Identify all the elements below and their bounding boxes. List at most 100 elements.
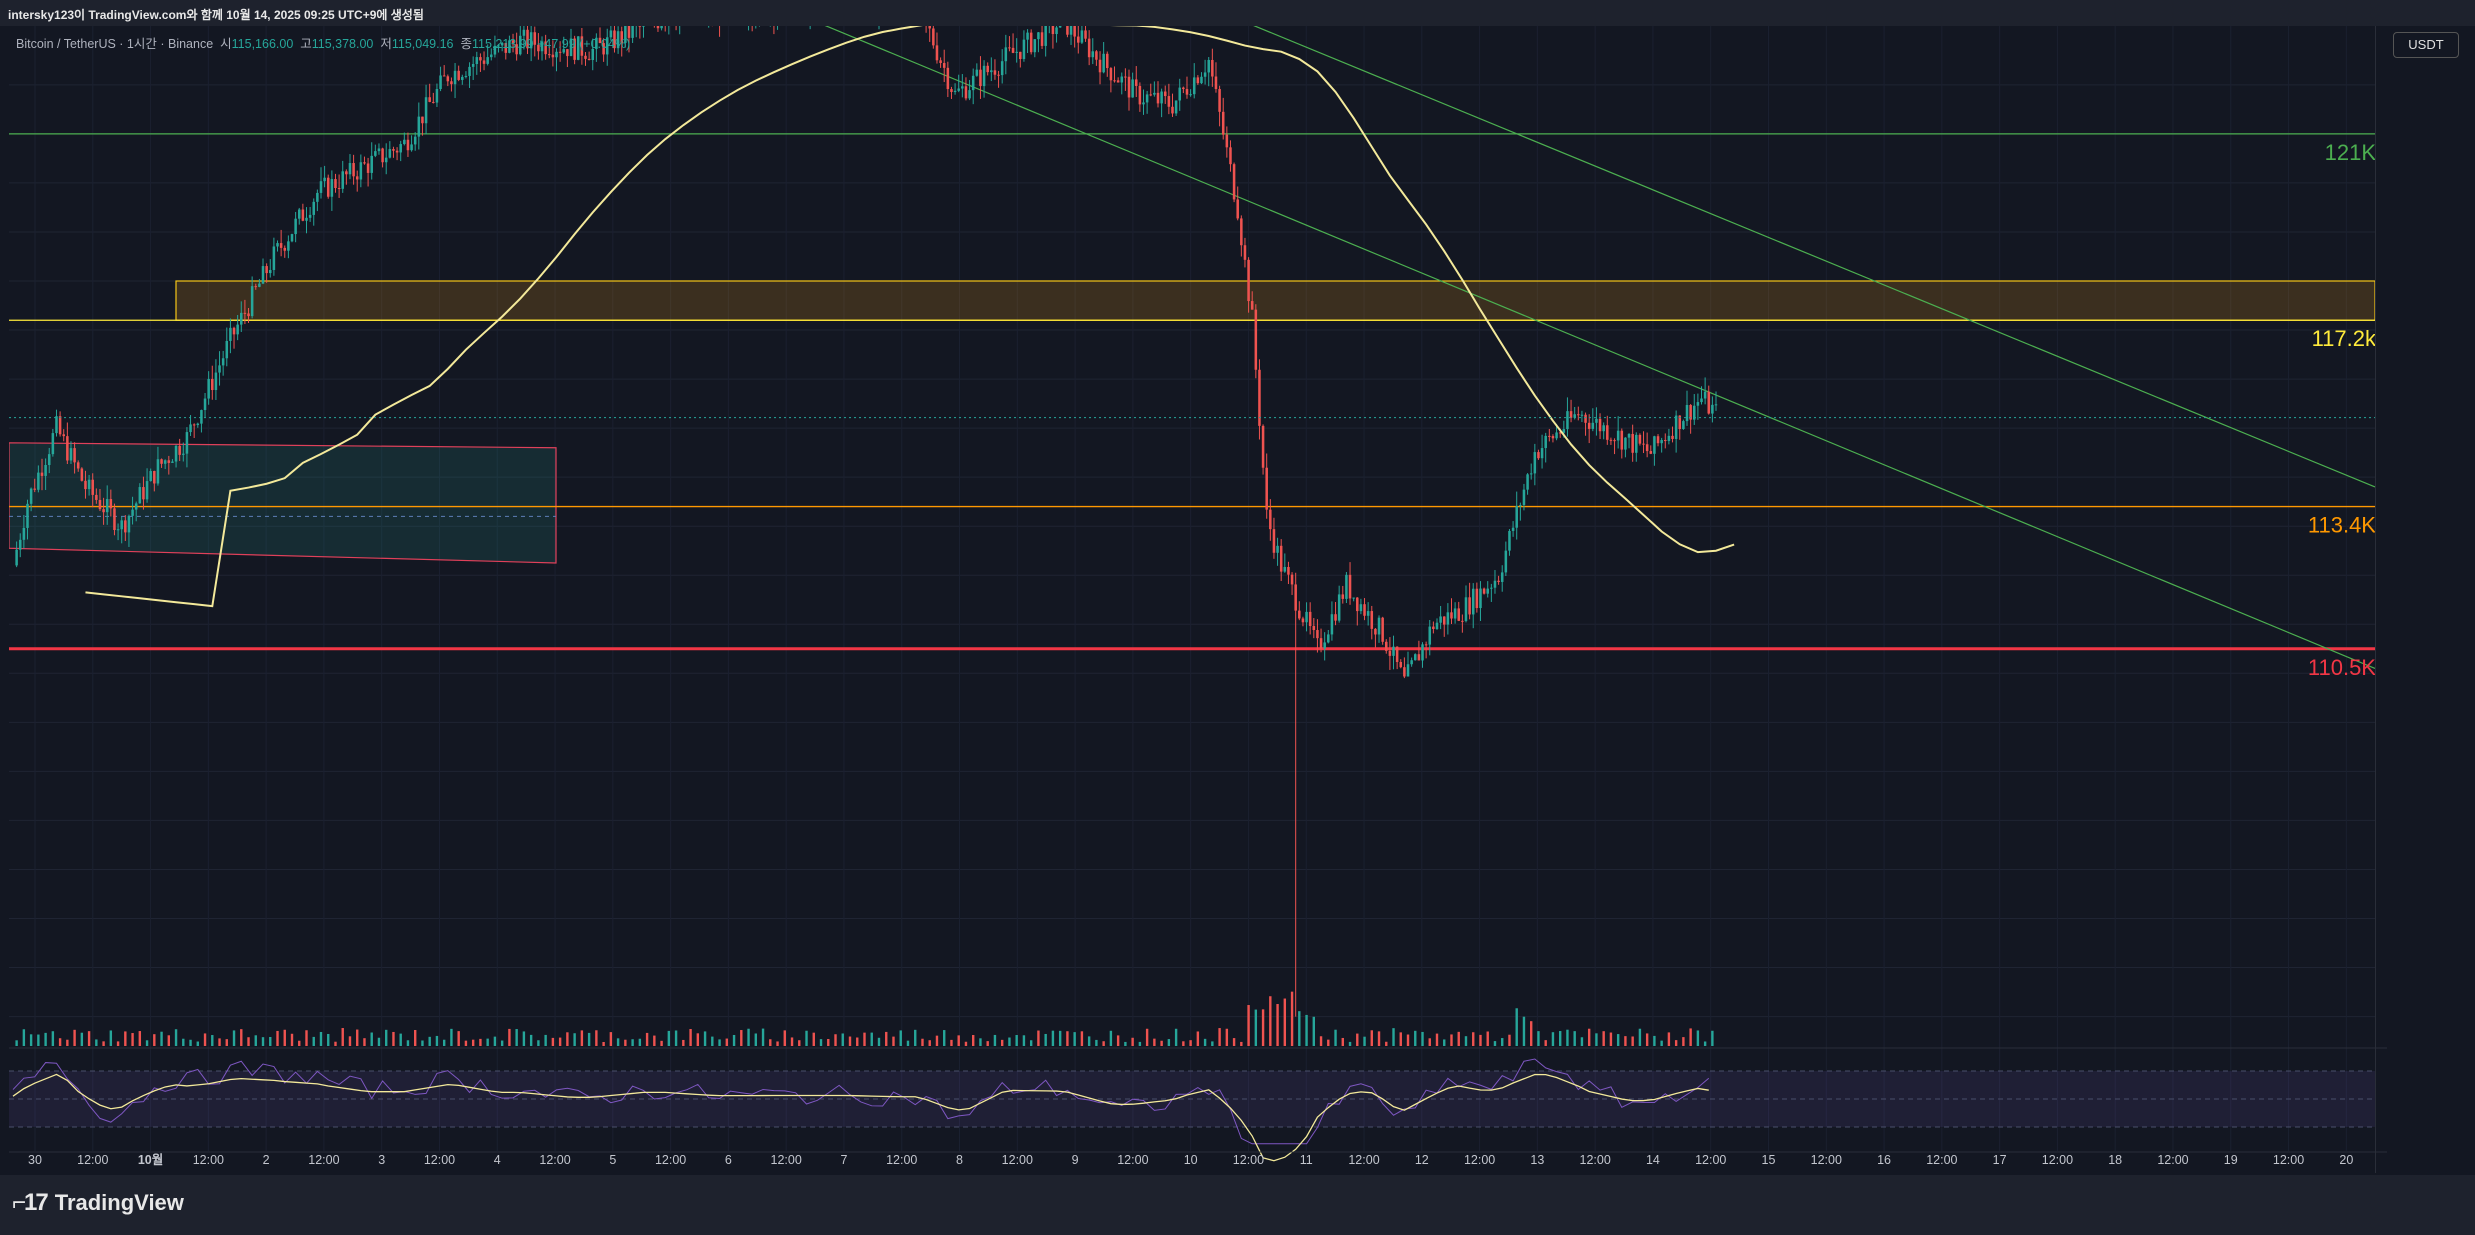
candle [1446, 603, 1450, 635]
candle [294, 211, 297, 243]
x-tick-label: 10월 [138, 1152, 163, 1167]
candle [33, 478, 37, 493]
currency-unit-button[interactable]: USDT [2393, 32, 2459, 58]
volume-bar [1522, 1016, 1526, 1046]
top-bar: intersky123이 TradingView.com와 함께 10월 14,… [0, 0, 2475, 26]
candle-body [1424, 644, 1428, 646]
candle [406, 132, 410, 157]
volume-bar [435, 1035, 439, 1046]
volume-bar [660, 1040, 663, 1046]
candle-body [1134, 79, 1138, 86]
candle-body [1276, 545, 1279, 553]
candle-body [624, 26, 627, 43]
candle-body [475, 57, 479, 65]
candle-body [1468, 597, 1471, 615]
candle [631, 26, 634, 43]
candle [1569, 399, 1573, 423]
candle [185, 427, 189, 468]
volume-bar [1298, 1011, 1301, 1046]
x-tick-label: 12:00 [1233, 1153, 1264, 1167]
resistance-zone[interactable] [175, 280, 2376, 321]
candle-body [1385, 641, 1388, 651]
candle [40, 458, 44, 491]
candle-body [95, 494, 98, 500]
candle [1142, 89, 1145, 115]
candle [69, 441, 73, 464]
candle-body [1272, 529, 1276, 553]
candle-body [1631, 433, 1634, 453]
consolidation-box[interactable] [9, 442, 557, 564]
candle [1272, 517, 1276, 559]
chart[interactable]: 122,000.00121,000.00120,000.00119,000.00… [9, 26, 2387, 1173]
candle-body [1471, 588, 1475, 615]
volume-bar [1587, 1028, 1591, 1046]
volume-bar [109, 1030, 113, 1046]
candle [990, 57, 993, 82]
volume-bar [341, 1028, 344, 1046]
candle-body [990, 70, 993, 73]
candle-body [62, 434, 65, 437]
volume-bar [1290, 991, 1294, 1046]
candle [142, 476, 145, 510]
candle [1544, 432, 1547, 463]
candle [297, 207, 301, 225]
volume-bar [515, 1029, 518, 1046]
candle [616, 26, 620, 54]
volume-bar [790, 1037, 794, 1046]
volume-bar [1116, 1035, 1120, 1046]
candle [305, 207, 308, 234]
volume-bar [1602, 1031, 1605, 1046]
candle [946, 61, 950, 98]
candle-body [1337, 594, 1341, 621]
volume-bar [1196, 1031, 1200, 1046]
descending-trendline-upper[interactable] [1219, 26, 2376, 488]
volume-bar [761, 1028, 765, 1046]
candle [932, 26, 935, 49]
moving-average-line[interactable] [85, 26, 1735, 608]
rsi-line[interactable] [12, 1058, 1710, 1145]
volume-bar [1515, 1008, 1518, 1046]
candle [1138, 82, 1142, 112]
candles [15, 26, 1718, 1017]
candle-body [562, 49, 566, 53]
candle-body [435, 89, 439, 103]
candle-body [254, 286, 258, 288]
candle-body [294, 218, 297, 235]
volume-bar [1653, 1035, 1656, 1046]
candle-body [47, 454, 51, 465]
candle [160, 458, 163, 468]
candle-body [1218, 89, 1221, 112]
volume-bar [1392, 1028, 1395, 1046]
candle [163, 459, 167, 470]
candle [116, 523, 120, 541]
candle-body [116, 529, 120, 531]
volume-bar [377, 1037, 381, 1046]
volume-bar [1334, 1029, 1337, 1046]
volume-bar [1530, 1021, 1533, 1046]
candle-body [511, 40, 515, 45]
candle [1479, 581, 1482, 621]
volume-bar [399, 1033, 402, 1046]
candle-body [1279, 545, 1283, 572]
volume-bar [102, 1041, 105, 1046]
descending-trendline-lower[interactable] [779, 26, 2376, 669]
volume-bar [1479, 1034, 1482, 1046]
volume-bar [37, 1034, 40, 1046]
candle [1174, 100, 1178, 116]
candle-body [392, 149, 395, 151]
candle-body [232, 327, 236, 335]
rsi-ma-line[interactable] [12, 1073, 1709, 1162]
candle [1685, 390, 1689, 426]
candle [1645, 432, 1649, 458]
candle [1298, 601, 1301, 621]
volume-bar [1624, 1036, 1627, 1046]
candle-body [1131, 79, 1134, 98]
volume-bar [131, 1033, 134, 1046]
candle-body [975, 69, 979, 76]
candle [334, 173, 337, 193]
volume-bar [964, 1041, 968, 1046]
volume-bar [689, 1029, 692, 1046]
volume-bar [189, 1039, 192, 1046]
candle-body [1689, 404, 1692, 420]
candle-body [1312, 626, 1316, 631]
